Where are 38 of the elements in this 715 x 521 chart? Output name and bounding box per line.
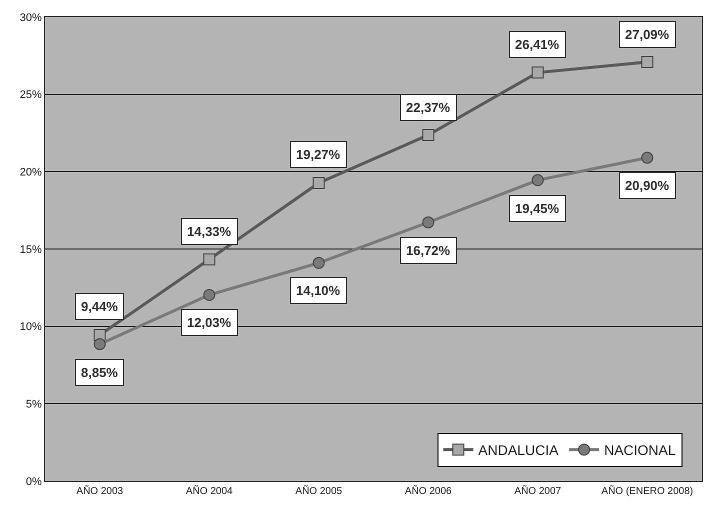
point [422,129,434,142]
data-label: 9,44% [81,299,118,314]
data-label: 14,33% [187,224,232,239]
point [532,174,544,186]
legend-label: NACIONAL [604,442,676,458]
point [312,176,325,189]
x-tick-label: AÑO (ENERO 2008) [601,485,694,497]
y-tick-label: 0% [26,476,42,488]
y-tick-label: 20% [20,166,42,179]
x-tick-label: AÑO 2004 [186,485,234,497]
data-label: 14,10% [296,283,341,298]
point [312,256,325,269]
data-label: 22,37% [406,100,451,115]
data-label: 19,27% [296,147,341,162]
x-tick-label: AÑO 2006 [404,485,452,497]
data-label: 27,09% [625,27,670,42]
point [203,253,216,266]
data-label: 8,85% [81,365,118,380]
y-tick-label: 25% [20,89,42,102]
y-tick-label: 15% [20,244,42,256]
data-label: 12,03% [187,315,232,330]
point [94,338,106,350]
data-label: 26,41% [515,37,560,52]
data-label: 19,45% [515,201,560,216]
point [532,66,544,79]
legend-label: ANDALUCIA [478,442,560,458]
point [641,56,654,68]
point [203,288,216,301]
y-tick-label: 5% [26,398,42,411]
x-tick-label: AÑO 2005 [295,485,343,497]
data-label: 16,72% [406,243,451,258]
y-tick-label: 10% [20,321,42,334]
point [422,216,434,228]
data-label: 20,90% [625,178,670,193]
x-tick-label: AÑO 2007 [514,485,562,497]
point [641,152,654,164]
x-tick-label: AÑO 2003 [76,485,124,497]
y-tick-label: 30% [20,12,42,24]
